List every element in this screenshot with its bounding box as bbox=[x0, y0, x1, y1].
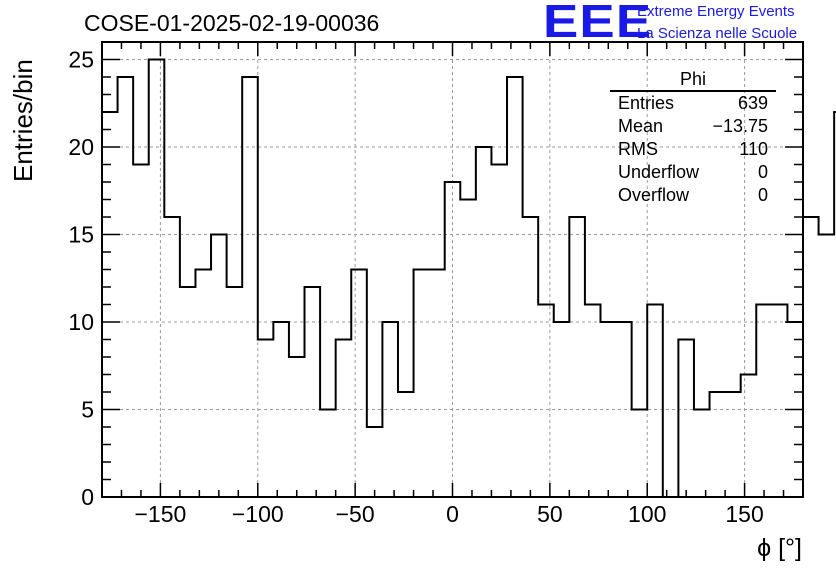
chart-title: COSE-01-2025-02-19-00036 bbox=[84, 10, 380, 36]
histogram-bin bbox=[803, 217, 819, 497]
histogram-bin bbox=[647, 305, 663, 498]
stats-row: Mean −13.75 bbox=[610, 115, 776, 138]
histogram-bin bbox=[725, 392, 741, 497]
histogram-bin bbox=[289, 357, 305, 497]
stats-value: 110 bbox=[739, 139, 768, 159]
histogram-bin bbox=[507, 77, 523, 497]
histogram-bin bbox=[382, 322, 398, 497]
histogram-bin bbox=[585, 305, 601, 498]
stats-value: 0 bbox=[757, 162, 768, 182]
histogram-bin bbox=[819, 235, 835, 498]
y-tick-label: 20 bbox=[68, 134, 94, 160]
histogram-bin bbox=[538, 305, 554, 498]
stats-row: Overflow 0 bbox=[610, 184, 776, 207]
stats-label: Overflow bbox=[618, 185, 690, 205]
histogram-bin bbox=[398, 392, 414, 497]
histogram-bin bbox=[694, 410, 710, 498]
stats-row: Entries 639 bbox=[610, 92, 776, 115]
x-tick-label: −100 bbox=[232, 501, 284, 527]
histogram-series bbox=[102, 58, 836, 498]
histogram-bin bbox=[414, 270, 430, 498]
x-tick-label: 50 bbox=[537, 501, 563, 527]
y-axis-label: Entries/bin bbox=[8, 59, 38, 182]
histogram-bin bbox=[227, 287, 243, 497]
stats-title: Phi bbox=[610, 68, 776, 92]
stats-label: Underflow bbox=[618, 162, 700, 182]
x-axis-label: ϕ [°] bbox=[757, 534, 802, 562]
stats-label: RMS bbox=[618, 139, 658, 159]
histogram-bin bbox=[741, 375, 757, 498]
y-tick-label: 5 bbox=[81, 397, 94, 423]
histogram-bin bbox=[367, 427, 383, 497]
histogram-bin bbox=[710, 392, 726, 497]
histogram-bin bbox=[195, 270, 211, 498]
histogram-bin bbox=[476, 147, 492, 497]
histogram-bin bbox=[211, 235, 227, 498]
histogram-bin bbox=[336, 340, 352, 498]
histogram-bin bbox=[445, 182, 461, 497]
stats-value: 639 bbox=[737, 93, 768, 113]
x-tick-label: 0 bbox=[446, 501, 459, 527]
x-tick-label: 100 bbox=[628, 501, 666, 527]
y-tick-label: 25 bbox=[68, 47, 94, 73]
stats-value: −13.75 bbox=[712, 116, 768, 136]
histogram-outline bbox=[102, 58, 836, 498]
logo-line-1: Extreme Energy Events bbox=[637, 3, 795, 20]
y-tick-label: 15 bbox=[68, 222, 94, 248]
eee-logo: EEE bbox=[543, 0, 653, 47]
axis-ticks bbox=[102, 41, 803, 497]
y-tick-label: 10 bbox=[68, 309, 94, 335]
histogram-bin bbox=[118, 77, 134, 497]
histogram-bin bbox=[180, 287, 196, 497]
histogram-bin bbox=[600, 322, 616, 497]
histogram-bin bbox=[756, 305, 772, 498]
stats-row: Underflow 0 bbox=[610, 161, 776, 184]
histogram-bin bbox=[242, 77, 258, 497]
histogram-bin bbox=[491, 165, 507, 498]
histogram-bin bbox=[164, 217, 180, 497]
histogram-bin bbox=[772, 305, 788, 498]
histogram-bin bbox=[149, 60, 165, 498]
histogram-bin bbox=[429, 270, 445, 498]
histogram-bin bbox=[616, 322, 632, 497]
stats-row: RMS 110 bbox=[610, 138, 776, 161]
stats-label: Entries bbox=[618, 93, 675, 113]
histogram-bin bbox=[320, 410, 336, 498]
histogram-bin bbox=[273, 322, 289, 497]
logo-line-2: La Scienza nelle Scuole bbox=[637, 25, 798, 42]
histogram-bin bbox=[460, 200, 476, 498]
stats-label: Mean bbox=[618, 116, 664, 136]
histogram-bin bbox=[632, 410, 648, 498]
histogram-bin bbox=[678, 340, 694, 498]
x-tick-label: −150 bbox=[135, 501, 187, 527]
histogram-bin bbox=[351, 270, 367, 498]
x-tick-label: −50 bbox=[336, 501, 375, 527]
x-tick-label: 150 bbox=[725, 501, 763, 527]
stats-value: 0 bbox=[757, 185, 768, 205]
histogram-bin bbox=[133, 165, 149, 498]
histogram-bin bbox=[258, 340, 274, 498]
histogram-bin bbox=[569, 217, 585, 497]
histogram-bin bbox=[554, 322, 570, 497]
histogram-bin bbox=[305, 287, 321, 497]
y-tick-label: 0 bbox=[81, 484, 94, 510]
stats-box: Phi Entries 639 Mean −13.75 RMS 110 Unde… bbox=[610, 68, 776, 207]
tick-labels: −150 −100 −50 0 50 100 150 0 5 10 15 20 25 bbox=[68, 47, 763, 528]
histogram-bin bbox=[523, 217, 539, 497]
